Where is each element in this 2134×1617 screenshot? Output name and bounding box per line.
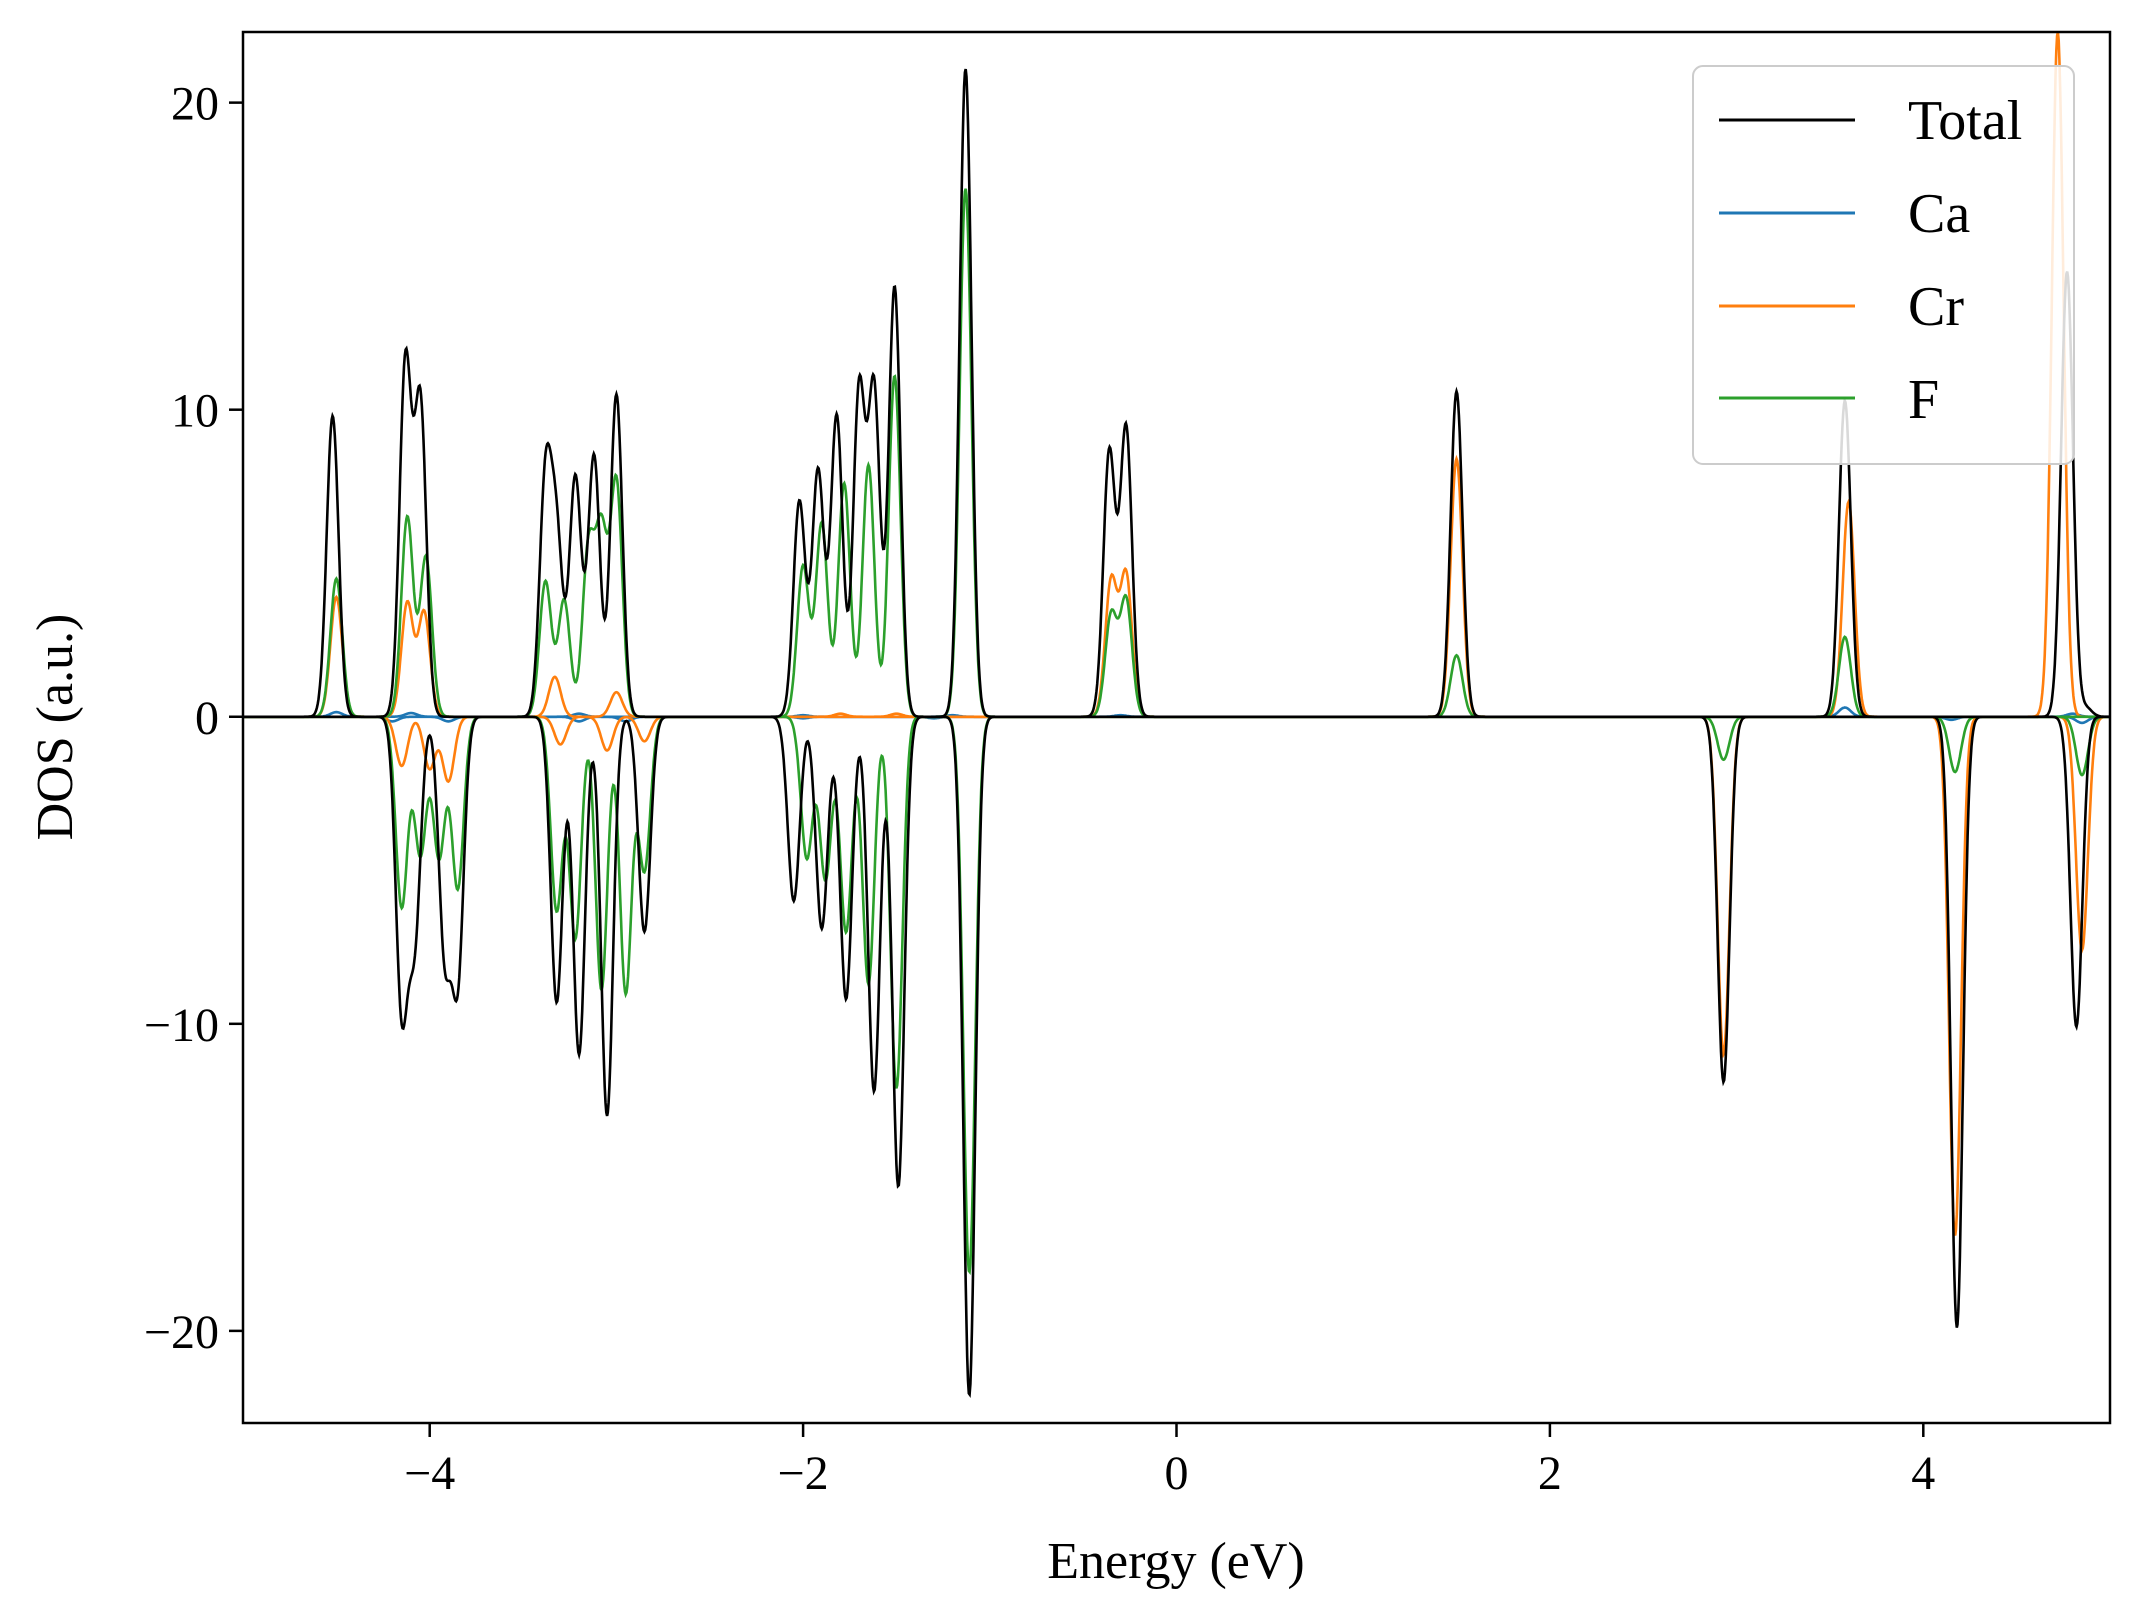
- y-axis: −20 −10 0 10 20: [144, 78, 243, 1359]
- legend-box: [1692, 65, 2075, 465]
- y-tick-label: 20: [171, 78, 219, 131]
- y-tick-label: −20: [144, 1306, 219, 1359]
- x-tick-label: −4: [404, 1447, 455, 1500]
- legend-label-total: Total: [1908, 90, 2022, 152]
- series-layer: [243, 32, 2110, 1399]
- x-axis: −4 −2 0 2 4: [404, 1423, 1935, 1500]
- series-total-spin-down: [243, 715, 2110, 1399]
- legend: Total Ca Cr F: [1692, 65, 2075, 465]
- y-tick-label: −10: [144, 999, 219, 1052]
- legend-label-f: F: [1908, 369, 1939, 431]
- x-tick-label: 4: [1911, 1447, 1935, 1500]
- y-tick-label: 0: [195, 692, 219, 745]
- legend-label-cr: Cr: [1908, 276, 1964, 338]
- x-axis-label: Energy (eV): [1047, 1533, 1305, 1590]
- x-tick-label: 0: [1165, 1447, 1189, 1500]
- y-tick-label: 10: [171, 385, 219, 438]
- legend-label-ca: Ca: [1908, 183, 1970, 245]
- x-tick-label: 2: [1538, 1447, 1562, 1500]
- y-axis-label: DOS (a.u.): [27, 614, 84, 841]
- x-tick-label: −2: [778, 1447, 829, 1500]
